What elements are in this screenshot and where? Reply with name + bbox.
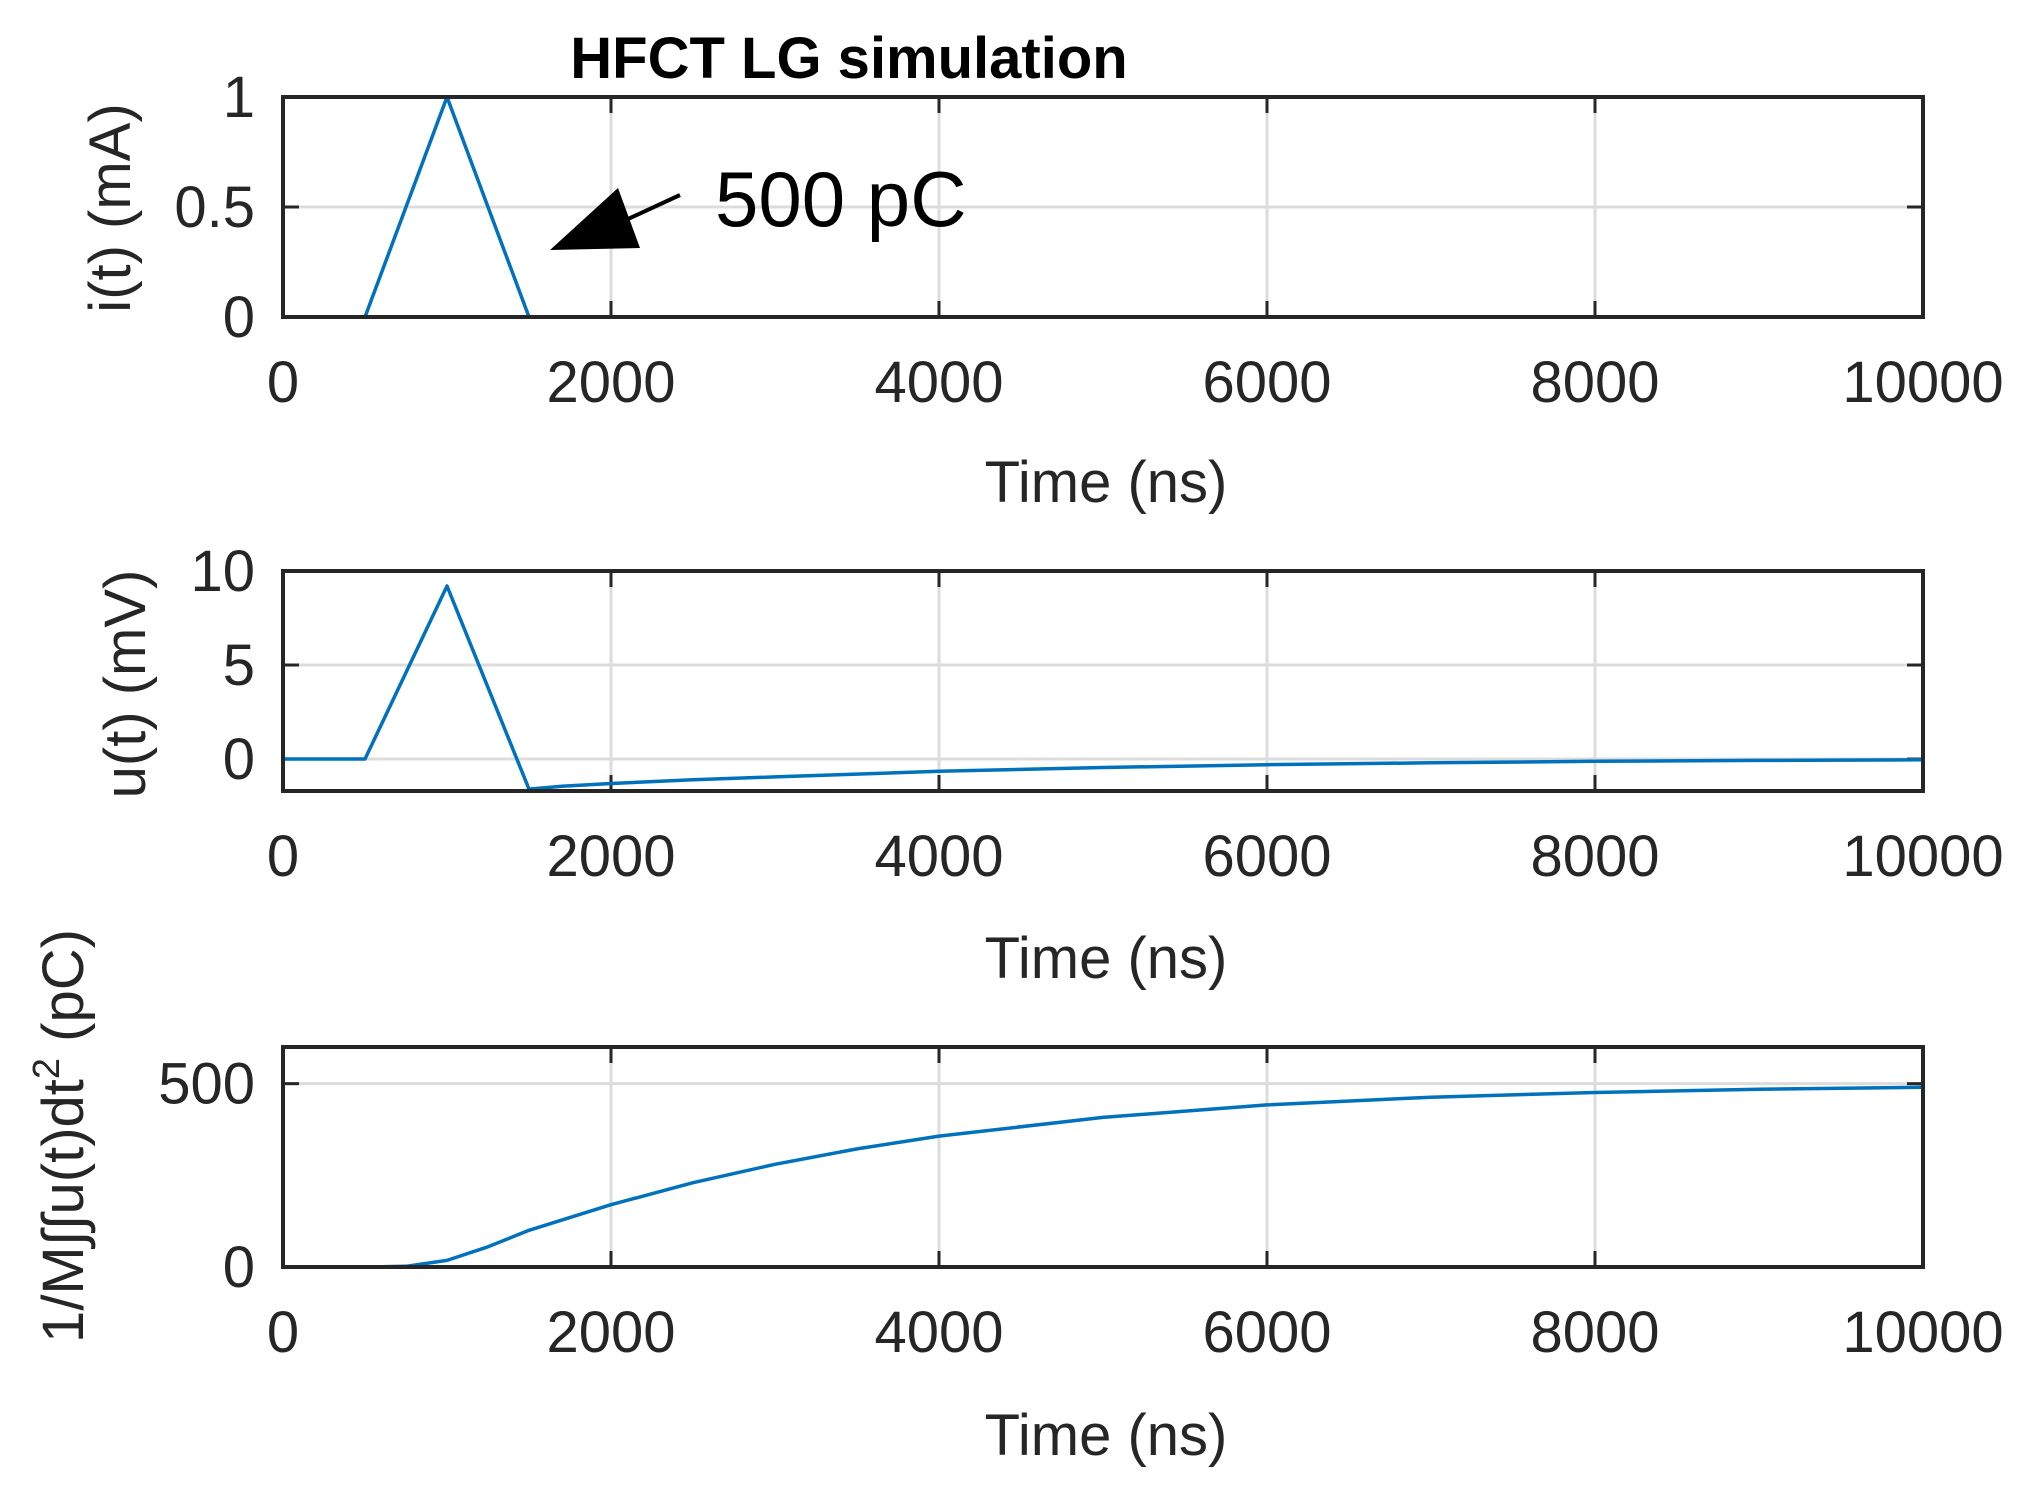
x-tick-label: 0 xyxy=(267,824,299,889)
y-tick-label: 1 xyxy=(223,65,255,130)
panel-current: HFCT LG simulation 0 2000 4000 6000 8000 1000… xyxy=(78,26,2004,515)
y-tick-labels: 00.51 xyxy=(174,65,255,350)
y-axis-label: 1/M∫∫u(t)dt2 (pC) xyxy=(26,929,96,1343)
y-axis-label: u(t) (mV) xyxy=(93,570,158,799)
x-axis-label: Time (ns) xyxy=(985,926,1228,991)
x-tick-labels: 0 2000 4000 6000 8000 10000 xyxy=(267,824,2004,889)
x-tick-label: 2000 xyxy=(546,350,675,415)
plot-area xyxy=(283,1047,1923,1267)
y-tick-label: 0 xyxy=(223,285,255,350)
annotation-arrow xyxy=(550,188,681,250)
x-tick-label: 8000 xyxy=(1530,350,1659,415)
x-axis-label: Time (ns) xyxy=(985,1403,1228,1468)
y-tick-label: 0 xyxy=(223,1235,255,1300)
panel-voltage: 0 2000 4000 6000 8000 10000 0 5 10 Time (ns) u(… xyxy=(93,539,2004,991)
axes-frame xyxy=(281,569,1925,793)
x-tick-label: 8000 xyxy=(1530,824,1659,889)
series-line-u(t) xyxy=(283,584,1924,791)
axes-frame xyxy=(281,1045,1925,1269)
series-line-charge xyxy=(283,1085,1924,1269)
y-tick-labels: 0 5 10 xyxy=(190,539,255,792)
x-tick-label: 6000 xyxy=(1202,350,1331,415)
axes-frame xyxy=(281,95,1925,319)
x-tick-label: 6000 xyxy=(1202,1300,1331,1365)
series-voltage xyxy=(283,584,1924,791)
x-tick-label: 10000 xyxy=(1842,350,2003,415)
x-tick-label: 10000 xyxy=(1842,1300,2003,1365)
x-tick-label: 6000 xyxy=(1202,824,1331,889)
x-tick-label: 2000 xyxy=(546,824,675,889)
x-tick-label: 0 xyxy=(267,350,299,415)
panel-charge: 0 2000 4000 6000 8000 10000 0 500 Time (ns) 1/… xyxy=(26,929,2004,1468)
x-tick-labels: 0 2000 4000 6000 8000 10000 xyxy=(267,350,2004,415)
y-tick-label: 10 xyxy=(190,539,255,604)
x-tick-label: 4000 xyxy=(874,350,1003,415)
y-tick-label: 5 xyxy=(223,633,255,698)
x-tick-labels: 0 2000 4000 6000 8000 10000 xyxy=(267,1300,2004,1365)
x-tick-label: 2000 xyxy=(546,1300,675,1365)
chart-title: HFCT LG simulation xyxy=(570,26,1127,91)
x-tick-label: 10000 xyxy=(1842,824,2003,889)
y-tick-label: 500 xyxy=(158,1052,255,1117)
y-tick-labels: 0 500 xyxy=(158,1052,255,1300)
plot-area xyxy=(283,571,1923,791)
grid xyxy=(281,569,1925,791)
y-tick-label: 0 xyxy=(223,727,255,792)
x-tick-label: 4000 xyxy=(874,1300,1003,1365)
y-axis-label: i(t) (mA) xyxy=(78,103,143,312)
y-tick-label: 0.5 xyxy=(174,175,255,240)
y-axis-label-unit: (pC) xyxy=(31,929,96,1042)
series-charge xyxy=(283,1085,1924,1269)
x-axis-label: Time (ns) xyxy=(985,450,1228,515)
x-tick-label: 8000 xyxy=(1530,1300,1659,1365)
x-tick-label: 0 xyxy=(267,1300,299,1365)
annotation-text: 500 pC xyxy=(715,155,967,243)
x-tick-label: 4000 xyxy=(874,824,1003,889)
y-axis-label-superscript: 2 xyxy=(26,1058,68,1079)
y-axis-label-main: 1/M∫∫u(t)dt xyxy=(31,1079,96,1343)
